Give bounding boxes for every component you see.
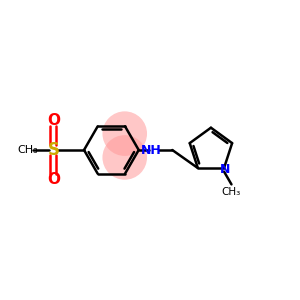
Circle shape bbox=[102, 111, 147, 156]
Text: CH₃: CH₃ bbox=[222, 188, 241, 197]
Text: NH: NH bbox=[141, 143, 162, 157]
Text: O: O bbox=[47, 172, 60, 187]
Text: O: O bbox=[47, 113, 60, 128]
Circle shape bbox=[102, 135, 147, 180]
Text: CH₃: CH₃ bbox=[18, 145, 38, 155]
Text: N: N bbox=[220, 163, 231, 176]
Text: S: S bbox=[47, 141, 59, 159]
